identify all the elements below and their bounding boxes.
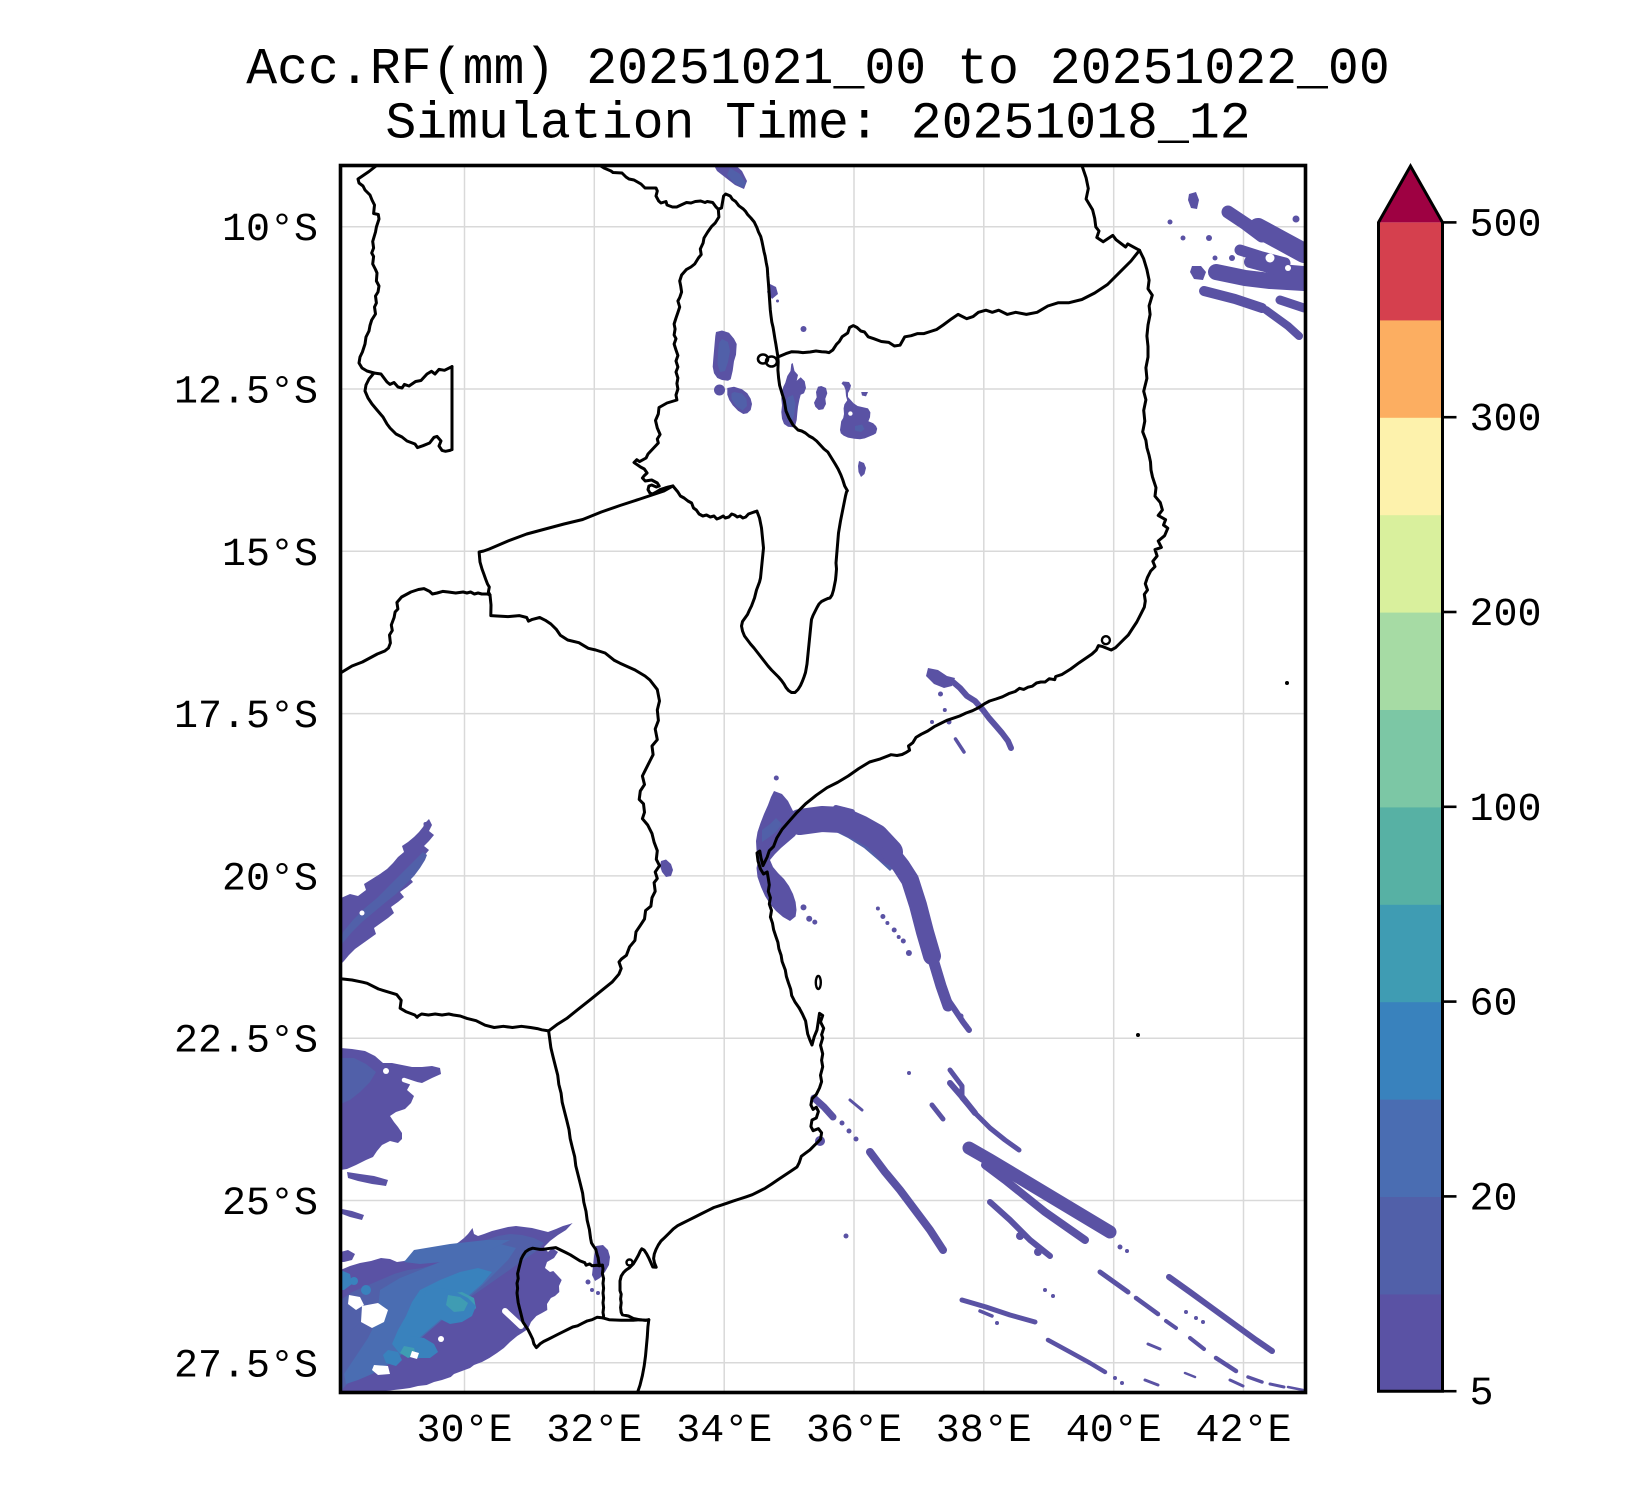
svg-text:27.5°S: 27.5°S [174, 1344, 318, 1389]
svg-text:Acc.RF(mm) 20251021_00 to 2025: Acc.RF(mm) 20251021_00 to 20251022_00 [246, 41, 1390, 99]
svg-text:38°E: 38°E [936, 1409, 1032, 1454]
svg-text:30°E: 30°E [416, 1409, 512, 1454]
svg-text:17.5°S: 17.5°S [174, 695, 318, 740]
svg-text:36°E: 36°E [806, 1409, 902, 1454]
svg-text:32°E: 32°E [546, 1409, 642, 1454]
svg-text:500: 500 [1470, 203, 1542, 248]
svg-text:20°S: 20°S [222, 857, 318, 902]
svg-text:200: 200 [1470, 593, 1542, 638]
svg-text:10°S: 10°S [222, 208, 318, 253]
svg-text:12.5°S: 12.5°S [174, 371, 318, 416]
svg-text:25°S: 25°S [222, 1182, 318, 1227]
svg-text:300: 300 [1470, 398, 1542, 443]
svg-text:100: 100 [1470, 788, 1542, 833]
svg-text:40°E: 40°E [1066, 1409, 1162, 1454]
svg-text:Simulation Time: 20251018_12: Simulation Time: 20251018_12 [385, 96, 1250, 154]
svg-text:42°E: 42°E [1195, 1409, 1291, 1454]
svg-text:22.5°S: 22.5°S [174, 1020, 318, 1065]
svg-text:34°E: 34°E [676, 1409, 772, 1454]
svg-text:15°S: 15°S [222, 533, 318, 578]
svg-text:5: 5 [1470, 1372, 1494, 1417]
svg-text:60: 60 [1470, 983, 1518, 1028]
svg-text:20: 20 [1470, 1177, 1518, 1222]
